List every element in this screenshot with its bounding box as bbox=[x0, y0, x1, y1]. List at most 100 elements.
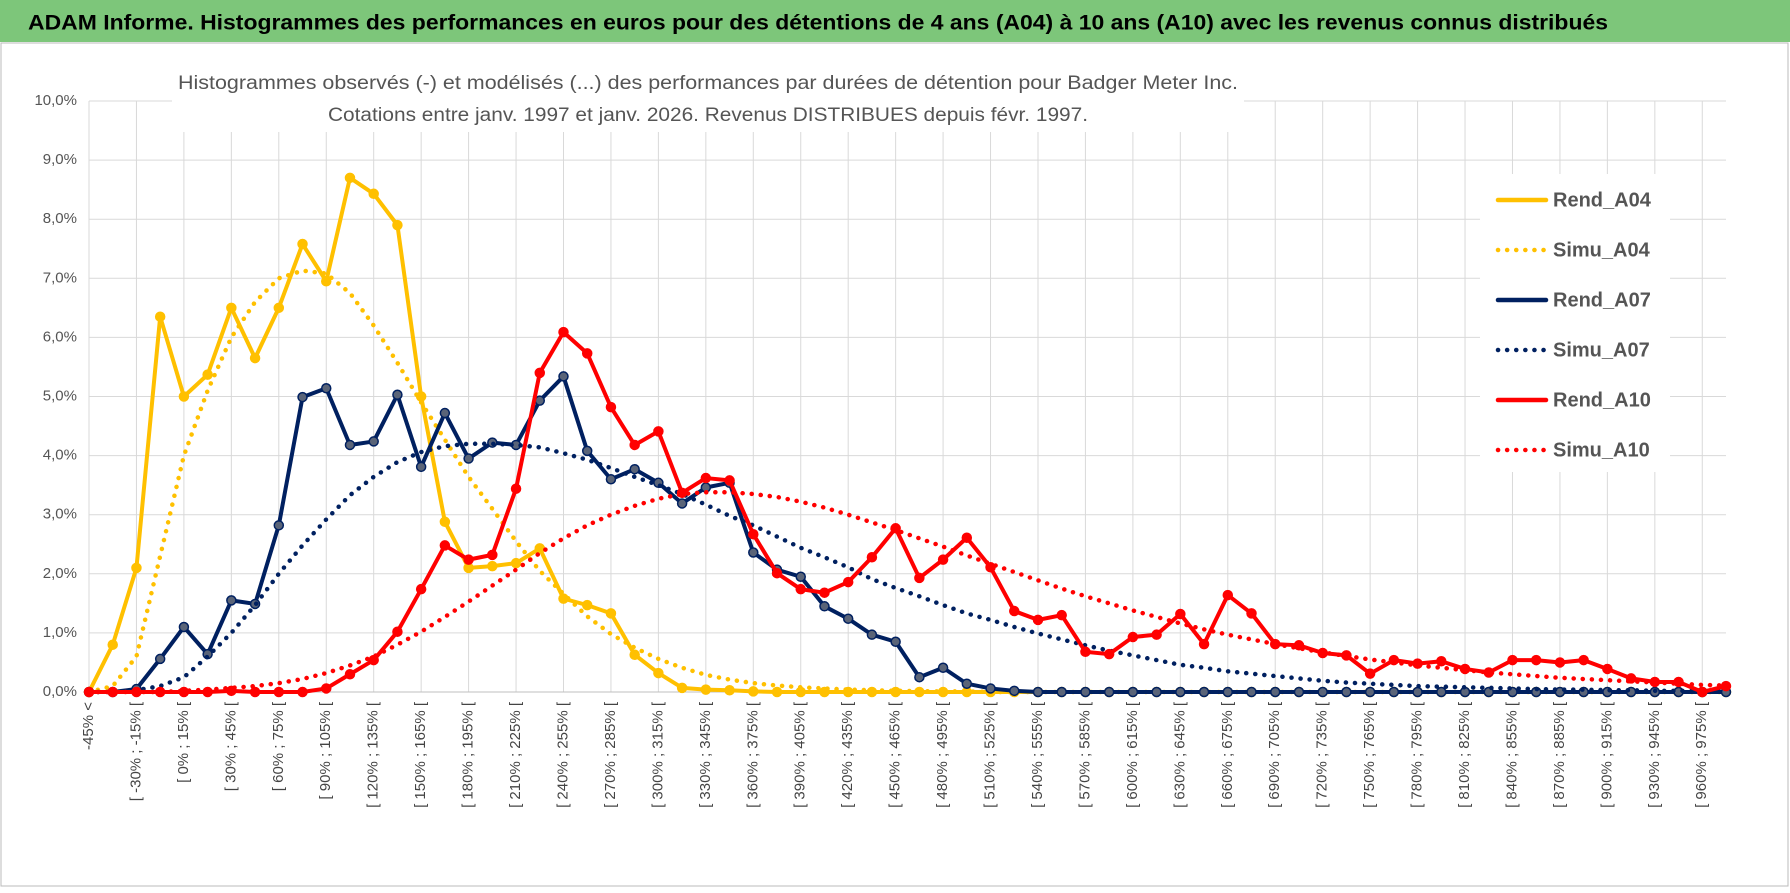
data-point bbox=[653, 426, 664, 437]
x-tick-label: [ 750% ; 765% [ bbox=[1361, 701, 1378, 808]
data-point bbox=[866, 629, 878, 640]
data-point bbox=[629, 649, 640, 661]
x-tick-label: [ 900% ; 915% [ bbox=[1598, 701, 1615, 808]
data-point bbox=[937, 554, 949, 565]
data-point bbox=[842, 576, 854, 588]
x-tick-label: [ 510% ; 525% [ bbox=[982, 701, 999, 808]
data-point bbox=[273, 302, 285, 314]
header-bar bbox=[0, 0, 1790, 42]
data-point bbox=[1198, 686, 1210, 698]
legend-label: Simu_A10 bbox=[1553, 439, 1650, 461]
x-tick-label: [ 300% ; 315% [ bbox=[649, 701, 666, 808]
data-point bbox=[487, 549, 498, 561]
x-tick-label: -45% < bbox=[80, 702, 97, 750]
data-point bbox=[842, 613, 854, 624]
series-line bbox=[86, 441, 1729, 695]
x-tick-label: [ 840% ; 855% [ bbox=[1503, 701, 1520, 808]
data-point bbox=[581, 348, 593, 359]
x-tick-label: [ 150% ; 165% [ bbox=[412, 701, 429, 808]
data-point bbox=[819, 601, 830, 612]
data-point bbox=[558, 326, 569, 338]
x-tick-label: [ 600% ; 615% [ bbox=[1124, 701, 1141, 808]
data-point bbox=[1009, 605, 1020, 617]
data-point bbox=[819, 587, 830, 598]
x-tick-label: [ 390% ; 405% [ bbox=[792, 701, 809, 808]
data-point bbox=[676, 682, 688, 694]
data-point bbox=[1293, 686, 1305, 698]
data-point bbox=[1032, 686, 1044, 698]
data-point bbox=[107, 639, 118, 650]
data-point bbox=[1056, 686, 1067, 698]
data-point bbox=[344, 669, 356, 680]
data-point bbox=[1341, 686, 1352, 698]
data-point bbox=[202, 369, 213, 380]
data-point bbox=[700, 684, 712, 695]
x-tick-label: [ 90% ; 105% [ bbox=[317, 701, 334, 799]
data-point bbox=[605, 473, 617, 485]
data-point bbox=[1175, 608, 1186, 620]
data-point bbox=[534, 543, 546, 554]
x-tick-label: [ 870% ; 885% [ bbox=[1551, 701, 1568, 808]
data-point bbox=[581, 445, 593, 457]
x-tick-label: [ 360% ; 375% [ bbox=[744, 701, 761, 808]
x-tick-label: [ 540% ; 555% [ bbox=[1029, 701, 1046, 808]
data-point bbox=[534, 367, 546, 379]
legend-label: Simu_A07 bbox=[1553, 339, 1650, 361]
data-point bbox=[320, 276, 332, 287]
data-point bbox=[131, 562, 142, 574]
data-point bbox=[1436, 656, 1447, 667]
data-point bbox=[653, 667, 664, 679]
y-tick-label: 0,0% bbox=[43, 683, 77, 700]
data-point bbox=[1127, 686, 1139, 698]
data-point bbox=[1246, 608, 1257, 619]
data-point bbox=[178, 621, 190, 633]
y-tick-label: 7,0% bbox=[43, 269, 77, 286]
y-tick-label: 10,0% bbox=[34, 92, 77, 109]
x-tick-label: [ 330% ; 345% [ bbox=[697, 701, 714, 808]
data-point bbox=[558, 371, 569, 382]
data-point bbox=[961, 532, 973, 543]
x-tick-label: [ 0% ; 15% [ bbox=[175, 701, 192, 783]
data-point bbox=[1697, 686, 1708, 698]
data-point bbox=[605, 608, 617, 619]
data-point bbox=[937, 662, 949, 674]
data-point bbox=[1412, 686, 1423, 698]
data-point bbox=[1127, 631, 1139, 643]
x-tick-label: [ 420% ; 435% [ bbox=[839, 701, 856, 808]
data-point bbox=[724, 475, 735, 486]
y-tick-label: 2,0% bbox=[43, 565, 77, 582]
data-point bbox=[605, 401, 617, 413]
data-point bbox=[1364, 686, 1376, 698]
data-point bbox=[771, 686, 783, 698]
data-point bbox=[415, 461, 427, 473]
data-point bbox=[226, 595, 237, 606]
data-point bbox=[1222, 686, 1234, 698]
data-point bbox=[1009, 685, 1020, 697]
header-title: ADAM Informe. Histogrammes des performan… bbox=[28, 12, 1608, 35]
y-tick-label: 9,0% bbox=[43, 151, 77, 168]
data-point bbox=[297, 391, 308, 403]
data-point bbox=[1578, 654, 1589, 666]
data-point bbox=[463, 453, 474, 464]
legend: Rend_A04 Simu_A04 Rend_A07 Simu_A07 Rend_A10… bbox=[1480, 174, 1670, 472]
x-tick-label: [ 240% ; 255% [ bbox=[554, 701, 571, 808]
x-tick-label: [ -30% ; -15% [ bbox=[127, 701, 144, 801]
data-point bbox=[866, 552, 878, 563]
x-tick-label: [ 780% ; 795% [ bbox=[1409, 701, 1426, 808]
data-point bbox=[795, 571, 806, 583]
data-point bbox=[439, 540, 451, 551]
data-point bbox=[1507, 654, 1518, 666]
data-point bbox=[1175, 686, 1186, 698]
data-point bbox=[344, 439, 356, 451]
data-point bbox=[1103, 648, 1115, 660]
data-point bbox=[748, 686, 759, 697]
data-point bbox=[154, 311, 166, 322]
legend-label: Simu_A04 bbox=[1553, 239, 1651, 261]
data-point bbox=[1103, 686, 1115, 698]
data-point bbox=[249, 686, 261, 698]
data-point bbox=[178, 391, 190, 402]
data-point bbox=[392, 626, 403, 637]
series-line bbox=[87, 374, 1728, 694]
y-tick-label: 8,0% bbox=[43, 210, 77, 227]
